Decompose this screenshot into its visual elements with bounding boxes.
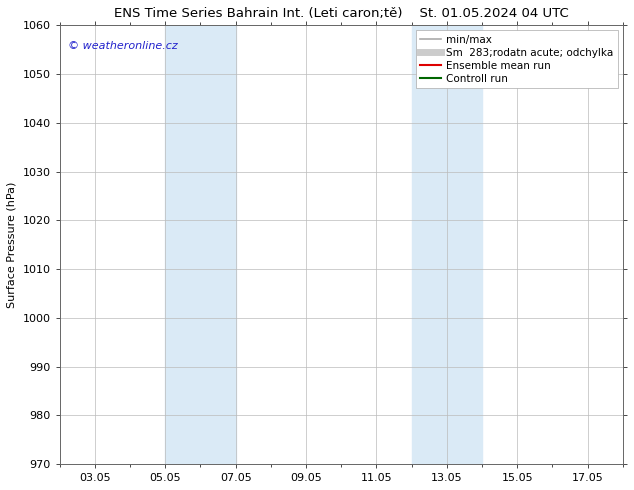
Y-axis label: Surface Pressure (hPa): Surface Pressure (hPa): [7, 181, 17, 308]
Text: © weatheronline.cz: © weatheronline.cz: [68, 41, 178, 50]
Bar: [165, 25, 236, 464]
Title: ENS Time Series Bahrain Int. (Leti caron;tě)    St. 01.05.2024 04 UTC: ENS Time Series Bahrain Int. (Leti caron…: [114, 7, 569, 20]
Bar: [411, 25, 482, 464]
Legend: min/max, Sm  283;rodatn acute; odchylka, Ensemble mean run, Controll run: min/max, Sm 283;rodatn acute; odchylka, …: [416, 30, 618, 88]
